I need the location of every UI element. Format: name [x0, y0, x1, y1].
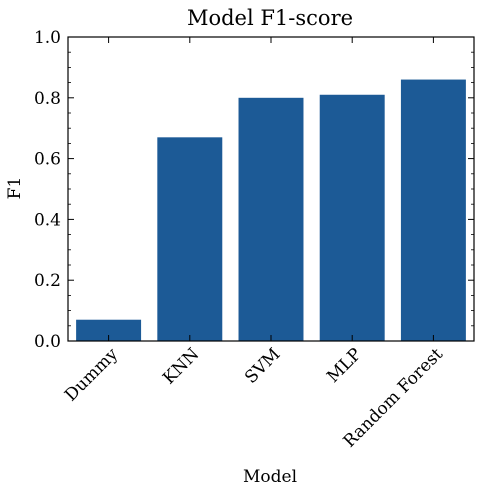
- y-axis-label: F1: [5, 177, 25, 200]
- y-tick-label: 0.8: [34, 89, 61, 109]
- x-tick-label: Dummy: [61, 344, 122, 405]
- bar-dummy: [76, 319, 142, 341]
- bar-mlp: [319, 94, 385, 341]
- bars-group: [76, 79, 466, 341]
- bar-knn: [157, 137, 223, 341]
- bar-svm: [238, 97, 304, 341]
- y-ticks-group: 0.0 0.2 0.4 0.6 0.8 1.0: [34, 28, 474, 352]
- y-tick-label: 0.0: [34, 332, 61, 352]
- x-tick-label: MLP: [323, 344, 366, 387]
- y-tick-label: 1.0: [34, 28, 61, 48]
- x-tick-label: KNN: [159, 344, 203, 388]
- x-tick-label: SVM: [241, 344, 284, 387]
- y-tick-label: 0.4: [34, 210, 61, 230]
- plot-frame: [67, 36, 475, 342]
- x-axis-label: Model: [243, 467, 297, 487]
- y-tick-label: 0.2: [34, 271, 61, 291]
- chart-title: Model F1-score: [187, 6, 353, 30]
- y-tick-label: 0.6: [34, 150, 61, 170]
- bar-random-forest: [400, 79, 466, 341]
